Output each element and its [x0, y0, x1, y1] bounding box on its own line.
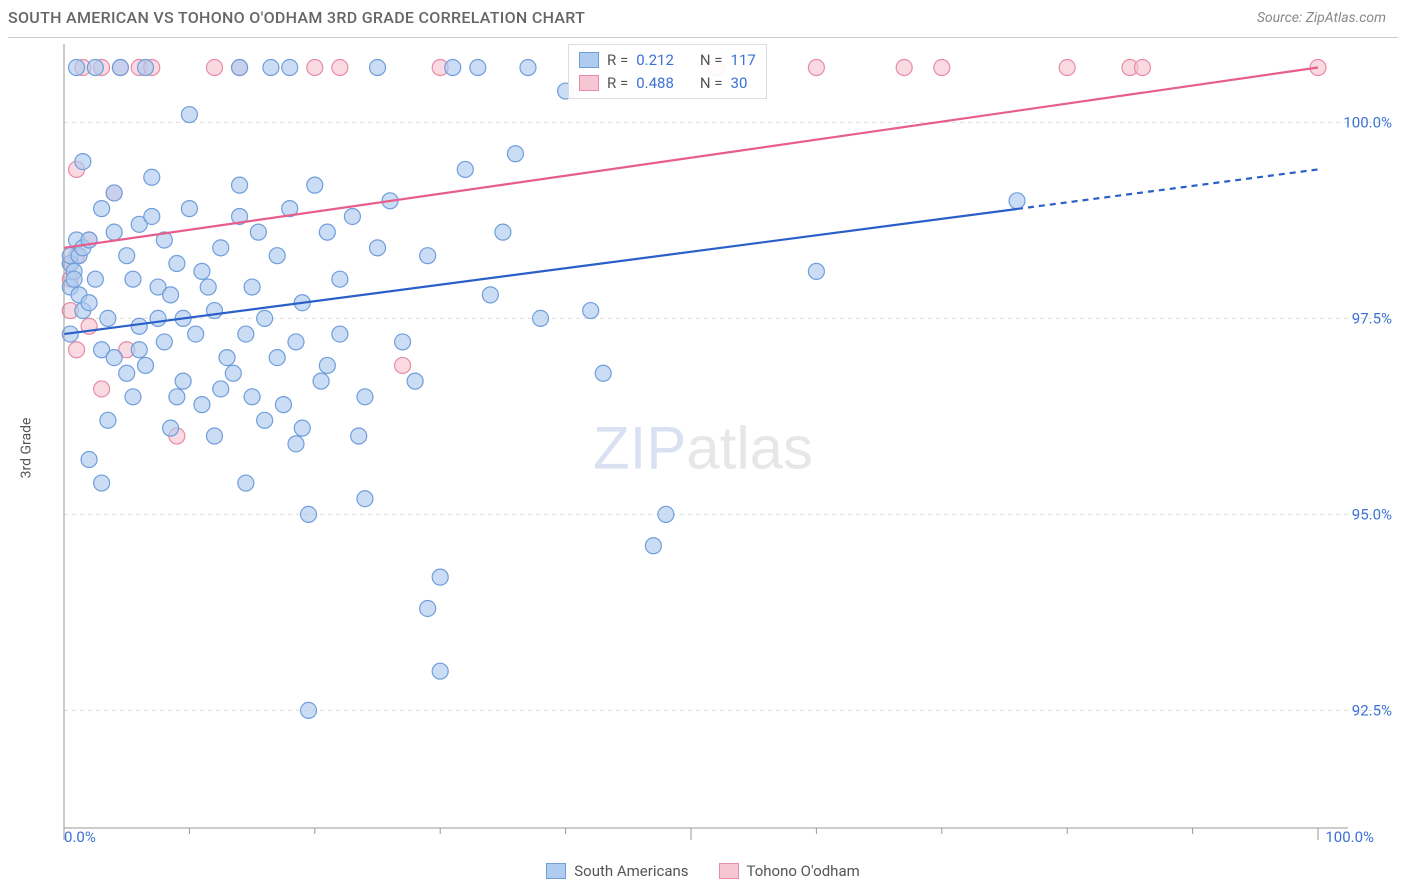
legend-swatch	[719, 863, 739, 879]
correlation-legend: R = 0.212 N = 117 R = 0.488 N = 30	[568, 44, 767, 99]
n-label: N =	[700, 72, 723, 95]
svg-text:92.5%: 92.5%	[1352, 701, 1392, 719]
chart-header: SOUTH AMERICAN VS TOHONO O'ODHAM 3RD GRA…	[0, 0, 1406, 33]
r-label: R =	[607, 49, 628, 72]
legend-label: South Americans	[574, 862, 688, 880]
y-axis-label: 3rd Grade	[18, 418, 34, 479]
correlation-row: R = 0.488 N = 30	[579, 72, 756, 95]
r-label: R =	[607, 72, 628, 95]
correlation-row: R = 0.212 N = 117	[579, 49, 756, 72]
svg-text:95.0%: 95.0%	[1352, 505, 1392, 523]
x-range-right: 100.0%	[1325, 828, 1374, 846]
svg-text:100.0%: 100.0%	[1343, 113, 1392, 131]
scatter-chart: 92.5% 95.0% 97.5% 100.0%	[8, 38, 1398, 858]
legend-swatch	[546, 863, 566, 879]
legend-swatch	[579, 52, 599, 68]
n-value: 117	[731, 49, 756, 72]
chart-container: 3rd Grade 92.5%95.0%97.5%100.0% ZIPatlas…	[8, 37, 1398, 858]
x-range-left: 0.0%	[64, 828, 96, 846]
legend-item: Tohono O'odham	[719, 862, 860, 880]
r-value: 0.488	[636, 72, 674, 95]
n-value: 30	[731, 72, 748, 95]
legend-swatch	[579, 75, 599, 91]
legend-item: South Americans	[546, 862, 688, 880]
chart-title: SOUTH AMERICAN VS TOHONO O'ODHAM 3RD GRA…	[8, 8, 585, 27]
svg-text:97.5%: 97.5%	[1352, 309, 1392, 327]
n-label: N =	[700, 49, 723, 72]
series-legend: South Americans Tohono O'odham	[0, 862, 1406, 880]
legend-label: Tohono O'odham	[747, 862, 860, 880]
source-label: Source: ZipAtlas.com	[1257, 10, 1386, 26]
r-value: 0.212	[636, 49, 674, 72]
